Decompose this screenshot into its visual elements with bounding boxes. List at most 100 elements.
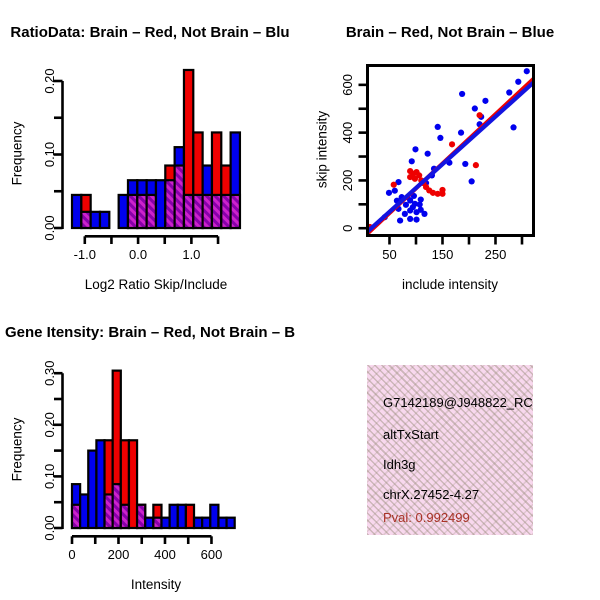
hist-bar xyxy=(70,193,83,230)
hist-bar-overlap xyxy=(201,193,214,230)
scatter-plot: 50 150 250 0 200 400 600 xyxy=(340,64,535,262)
hist-bar xyxy=(87,449,98,530)
svg-text:50: 50 xyxy=(382,247,396,262)
data-point-not-brain-blue xyxy=(506,89,513,96)
data-point-brain-red xyxy=(434,190,441,197)
data-point-not-brain-blue xyxy=(424,150,431,157)
data-point-brain-red xyxy=(411,175,419,182)
data-point-not-brain-blue xyxy=(416,201,423,208)
svg-text:0.00: 0.00 xyxy=(42,215,57,240)
hist-bar-overlap xyxy=(182,193,195,230)
svg-text:0: 0 xyxy=(68,547,75,562)
hist-bar-overlap xyxy=(192,193,204,230)
gene-name-text: Idh3g xyxy=(383,457,416,472)
hist-bar xyxy=(217,516,228,530)
svg-text:200: 200 xyxy=(108,547,130,562)
hist-bar xyxy=(89,210,102,230)
hist-bar xyxy=(209,503,220,530)
event-type-text: altTxStart xyxy=(383,427,439,442)
svg-text:400: 400 xyxy=(154,547,176,562)
data-point-brain-red xyxy=(390,181,397,188)
intensity-histogram: 0.00 0.10 0.20 0.30 0 200 400 600 xyxy=(42,361,236,562)
gene-info-box: G7142189@J948822_RC altTxStart Idh3g chr… xyxy=(367,365,533,535)
data-point-brain-red xyxy=(429,189,437,196)
data-point-brain-red xyxy=(407,173,414,181)
hist-bar-overlap xyxy=(70,503,82,530)
data-point-not-brain-blue xyxy=(408,158,415,165)
ratio-hist-y-axis-label: Frequency xyxy=(9,121,25,186)
data-point-brain-red xyxy=(439,186,446,194)
svg-text:150: 150 xyxy=(432,247,454,262)
data-point-brain-red xyxy=(416,172,423,179)
data-point-not-brain-blue xyxy=(385,189,393,196)
scatter-y-axis-label: skip intensity xyxy=(314,110,330,189)
svg-text:250: 250 xyxy=(485,247,507,262)
data-point-not-brain-blue xyxy=(421,210,428,217)
hist-bar-overlap xyxy=(126,193,139,230)
hist-bar-overlap xyxy=(111,483,122,530)
data-point-not-brain-blue xyxy=(401,210,408,217)
hist-bar xyxy=(176,503,187,530)
hist-bar-overlap xyxy=(164,179,176,230)
data-point-not-brain-blue xyxy=(462,160,469,168)
gene-id-text: G7142189@J948822_RC xyxy=(383,395,533,410)
hist-bar xyxy=(225,516,236,530)
hist-bar xyxy=(144,516,155,530)
ratio-hist-title: RatioData: Brain – Red, Not Brain – Blu xyxy=(10,24,290,41)
intensity-hist-x-axis-label: Intensity xyxy=(130,577,182,592)
hist-bar xyxy=(160,516,171,530)
svg-text:0.00: 0.00 xyxy=(42,515,57,540)
data-point-not-brain-blue xyxy=(471,105,478,112)
intensity-hist-title: Gene Itensity: Brain – Red, Not Brain – … xyxy=(4,324,296,341)
data-point-not-brain-blue xyxy=(437,134,444,141)
data-point-not-brain-blue xyxy=(510,124,517,131)
hist-bar-overlap xyxy=(135,503,147,530)
data-point-not-brain-blue xyxy=(417,206,424,213)
svg-text:0.20: 0.20 xyxy=(42,68,57,93)
ratio-hist-x-axis-label: Log2 Ratio Skip/Include xyxy=(84,277,228,292)
pval-text: Pval: 0.992499 xyxy=(383,510,470,525)
svg-text:200: 200 xyxy=(340,170,355,192)
svg-text:0.20: 0.20 xyxy=(42,412,57,437)
fit-line-blue xyxy=(367,80,534,234)
hist-bar-overlap xyxy=(173,164,186,230)
hist-bar xyxy=(201,516,212,530)
svg-text:0.30: 0.30 xyxy=(42,361,57,386)
data-point-not-brain-blue xyxy=(459,90,466,98)
scatter-x-axis-label: include intensity xyxy=(401,277,499,292)
hist-bar-overlap xyxy=(220,193,232,230)
data-point-not-brain-blue xyxy=(409,204,416,211)
hist-bar xyxy=(168,503,179,530)
hist-bar xyxy=(184,503,196,530)
data-point-not-brain-blue xyxy=(482,97,489,104)
hist-bar xyxy=(127,439,139,530)
data-point-not-brain-blue xyxy=(413,216,420,223)
hist-bar-overlap xyxy=(103,493,114,530)
svg-text:600: 600 xyxy=(340,74,355,96)
histogram-bars xyxy=(70,369,236,530)
locus-text: chrX.27452-4.27 xyxy=(383,487,480,502)
hist-bar-overlap xyxy=(210,193,223,230)
data-point-not-brain-blue xyxy=(395,178,402,186)
data-point-not-brain-blue xyxy=(417,196,424,203)
hist-bar-overlap xyxy=(119,503,131,530)
fit-lines xyxy=(367,76,534,236)
scatter-points xyxy=(366,68,530,231)
hist-bar-overlap xyxy=(229,193,242,230)
histogram-bars xyxy=(70,68,242,230)
data-point-not-brain-blue xyxy=(468,178,475,185)
hist-bar xyxy=(117,193,130,230)
data-point-not-brain-blue xyxy=(396,217,404,224)
hist-bar xyxy=(192,516,204,530)
data-point-not-brain-blue xyxy=(523,68,530,75)
hist-bar xyxy=(98,210,111,230)
svg-text:-1.0: -1.0 xyxy=(74,247,96,262)
ratio-histogram: 0.00 0.10 0.20 -1.0 0.0 1.0 xyxy=(42,68,242,262)
svg-text:0: 0 xyxy=(340,225,355,232)
svg-text:0.10: 0.10 xyxy=(42,464,57,489)
data-point-not-brain-blue xyxy=(457,129,465,136)
svg-text:400: 400 xyxy=(340,122,355,144)
svg-text:600: 600 xyxy=(201,547,223,562)
hist-bar-overlap xyxy=(145,193,158,230)
